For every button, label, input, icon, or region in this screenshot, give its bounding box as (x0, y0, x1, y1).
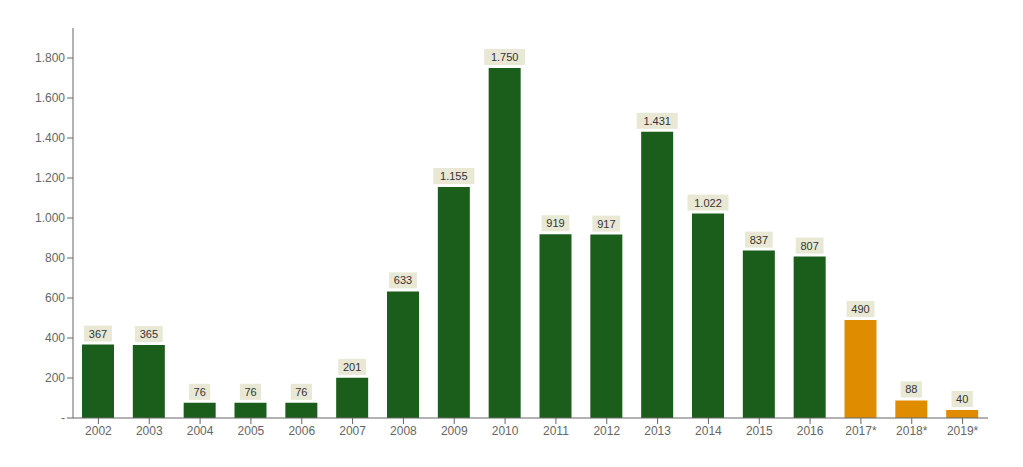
svg-text:633: 633 (394, 274, 412, 286)
svg-text:2003: 2003 (136, 424, 163, 438)
svg-text:2013: 2013 (644, 424, 671, 438)
svg-text:76: 76 (244, 386, 256, 398)
svg-text:88: 88 (905, 383, 917, 395)
svg-text:1.200: 1.200 (35, 171, 65, 185)
svg-text:1.155: 1.155 (440, 170, 468, 182)
svg-text:2005: 2005 (238, 424, 265, 438)
svg-text:2015: 2015 (746, 424, 773, 438)
svg-text:2019*: 2019* (947, 424, 979, 438)
svg-text:917: 917 (597, 218, 615, 230)
svg-text:1.400: 1.400 (35, 131, 65, 145)
svg-text:76: 76 (194, 386, 206, 398)
svg-text:365: 365 (140, 328, 158, 340)
svg-text:600: 600 (45, 291, 65, 305)
svg-text:76: 76 (295, 386, 307, 398)
svg-text:800: 800 (45, 251, 65, 265)
svg-text:1.022: 1.022 (694, 197, 722, 209)
svg-text:2017*: 2017* (845, 424, 877, 438)
svg-text:1.750: 1.750 (491, 51, 519, 63)
svg-text:837: 837 (750, 234, 768, 246)
svg-text:2002: 2002 (85, 424, 112, 438)
svg-text:2016: 2016 (797, 424, 824, 438)
svg-text:919: 919 (546, 217, 564, 229)
svg-text:2008: 2008 (390, 424, 417, 438)
svg-text:2009: 2009 (441, 424, 468, 438)
svg-text:2007: 2007 (339, 424, 366, 438)
svg-text:40: 40 (956, 393, 968, 405)
svg-text:200: 200 (45, 371, 65, 385)
svg-text:2012: 2012 (593, 424, 620, 438)
svg-text:-: - (61, 411, 65, 425)
svg-text:1.600: 1.600 (35, 91, 65, 105)
svg-text:1.431: 1.431 (643, 115, 671, 127)
svg-text:1.000: 1.000 (35, 211, 65, 225)
svg-text:807: 807 (800, 240, 818, 252)
svg-text:1.800: 1.800 (35, 51, 65, 65)
svg-text:367: 367 (89, 328, 107, 340)
svg-text:2004: 2004 (187, 424, 214, 438)
svg-text:2010: 2010 (492, 424, 519, 438)
svg-text:490: 490 (851, 303, 869, 315)
svg-text:201: 201 (343, 361, 361, 373)
svg-text:400: 400 (45, 331, 65, 345)
svg-text:2018*: 2018* (896, 424, 928, 438)
svg-text:2006: 2006 (288, 424, 315, 438)
svg-text:2014: 2014 (695, 424, 722, 438)
svg-text:2011: 2011 (543, 424, 569, 438)
